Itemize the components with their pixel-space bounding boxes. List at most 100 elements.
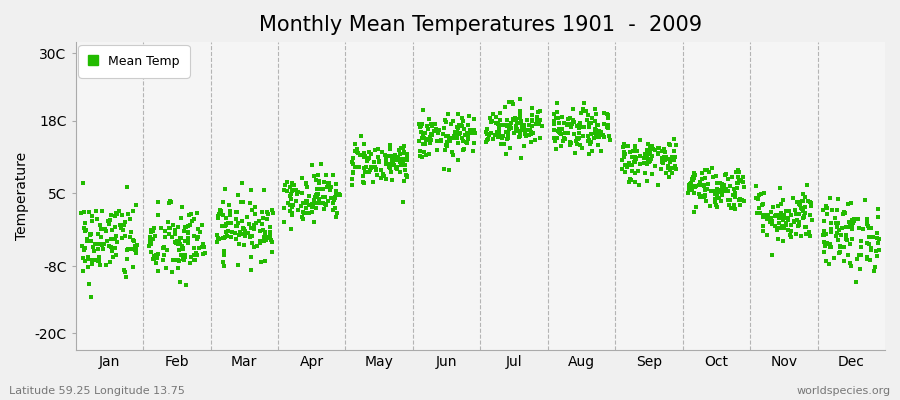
Point <box>165 269 179 275</box>
Point <box>816 238 831 245</box>
Point <box>724 205 738 211</box>
Point <box>572 125 586 132</box>
Point <box>869 248 884 255</box>
Point <box>286 187 301 193</box>
Point <box>659 154 673 161</box>
Point <box>868 264 882 270</box>
Point <box>434 137 448 144</box>
Point <box>181 240 195 247</box>
Point <box>150 251 165 257</box>
Point <box>83 231 97 238</box>
Point <box>316 186 330 192</box>
Point <box>637 160 652 166</box>
Point <box>372 158 386 165</box>
Point <box>577 99 591 106</box>
Point <box>289 186 303 193</box>
Point <box>482 115 497 122</box>
Point <box>816 249 831 256</box>
Point <box>602 137 616 143</box>
Point <box>210 232 224 238</box>
Point <box>421 116 436 122</box>
Point <box>843 222 858 228</box>
Point <box>590 122 604 128</box>
Point <box>710 187 724 193</box>
Point <box>415 154 429 160</box>
Point <box>775 224 789 231</box>
Point <box>396 156 410 162</box>
Point <box>450 123 464 130</box>
Point <box>124 246 139 252</box>
Point <box>817 232 832 238</box>
Point <box>356 179 371 185</box>
Point <box>422 137 436 143</box>
Point <box>715 191 729 197</box>
Point <box>447 133 462 140</box>
Point <box>692 191 706 198</box>
Point <box>257 234 272 240</box>
Point <box>801 198 815 204</box>
Point <box>628 158 643 164</box>
Point <box>515 127 529 133</box>
Point <box>629 156 643 162</box>
Point <box>502 99 517 105</box>
Point <box>831 236 845 243</box>
Point <box>830 224 844 230</box>
Point <box>265 239 279 245</box>
Point <box>573 120 588 127</box>
Point <box>382 153 397 160</box>
Point <box>656 155 670 161</box>
Point <box>438 147 453 153</box>
Point <box>714 180 728 186</box>
Point <box>633 136 647 143</box>
Point <box>842 224 857 230</box>
Point <box>615 157 629 163</box>
Point <box>446 152 461 158</box>
Point <box>716 188 731 194</box>
Point <box>455 147 470 153</box>
Point <box>525 112 539 118</box>
Point <box>773 200 788 207</box>
Point <box>731 174 745 180</box>
Point <box>307 197 321 203</box>
Point <box>439 142 454 148</box>
Point <box>524 128 538 135</box>
Point <box>183 260 197 266</box>
Point <box>819 203 833 210</box>
Point <box>683 184 698 191</box>
Point <box>377 151 392 158</box>
Point <box>420 126 435 132</box>
Point <box>870 234 885 241</box>
Point <box>500 122 515 128</box>
Point <box>154 225 168 232</box>
Point <box>583 120 598 126</box>
Point <box>659 170 673 176</box>
Point <box>90 216 104 222</box>
Point <box>548 146 562 152</box>
Point <box>815 207 830 213</box>
Point <box>550 100 564 106</box>
Point <box>778 212 792 218</box>
Point <box>177 224 192 230</box>
Point <box>504 125 518 132</box>
Point <box>117 222 131 228</box>
Point <box>754 202 769 208</box>
Point <box>440 111 454 117</box>
Point <box>776 197 790 203</box>
Point <box>196 244 211 250</box>
Point <box>144 241 158 247</box>
Point <box>369 167 383 174</box>
Point <box>870 253 885 259</box>
Point <box>547 118 562 124</box>
Point <box>240 214 255 220</box>
Point <box>365 178 380 185</box>
Point <box>780 215 795 221</box>
Point <box>447 128 462 135</box>
Point <box>94 234 109 240</box>
Point <box>220 233 234 240</box>
Point <box>728 190 742 196</box>
Point <box>125 208 140 215</box>
Point <box>126 264 140 270</box>
Point <box>753 191 768 197</box>
Point <box>775 216 789 223</box>
Point <box>117 267 131 273</box>
